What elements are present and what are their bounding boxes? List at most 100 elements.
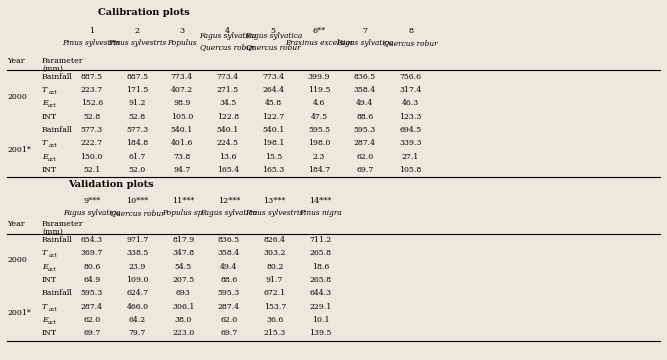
Text: 826.4: 826.4 [263,236,285,244]
Text: Fagus sylvatica: Fagus sylvatica [245,32,302,40]
Text: 64.2: 64.2 [129,316,146,324]
Text: 644.3: 644.3 [309,289,331,297]
Text: 122.8: 122.8 [217,113,239,121]
Text: (mm): (mm) [42,65,63,73]
Text: 80.6: 80.6 [83,263,100,271]
Text: 694.5: 694.5 [400,126,422,134]
Text: T: T [42,249,47,257]
Text: 184.7: 184.7 [308,166,330,174]
Text: Fagus sylvatica: Fagus sylvatica [336,40,394,48]
Text: 624.7: 624.7 [127,289,148,297]
Text: 13.6: 13.6 [219,153,236,161]
Text: act: act [48,267,57,272]
Text: 9***: 9*** [83,197,100,206]
Text: Fraxinus excelsior: Fraxinus excelsior [285,40,354,48]
Text: 401.6: 401.6 [171,139,193,147]
Text: 207.5: 207.5 [172,276,194,284]
Text: Parameter: Parameter [42,220,83,228]
Text: 773.4: 773.4 [217,73,239,81]
Text: 49.4: 49.4 [356,99,374,107]
Text: act: act [49,306,58,311]
Text: 69.7: 69.7 [83,329,100,337]
Text: 303.2: 303.2 [263,249,286,257]
Text: 369.7: 369.7 [81,249,103,257]
Text: 271.5: 271.5 [217,86,239,94]
Text: 577.3: 577.3 [81,126,103,134]
Text: 105.8: 105.8 [400,166,422,174]
Text: 407.2: 407.2 [171,86,193,94]
Text: 79.7: 79.7 [129,329,146,337]
Text: Rainfall: Rainfall [42,73,73,81]
Text: 52.1: 52.1 [83,166,100,174]
Text: 105.0: 105.0 [171,113,193,121]
Text: 2000: 2000 [7,256,27,264]
Text: 153.7: 153.7 [263,302,285,311]
Text: 773.4: 773.4 [262,73,284,81]
Text: 265.8: 265.8 [309,249,331,257]
Text: 152.6: 152.6 [81,99,103,107]
Text: 3: 3 [179,27,184,35]
Text: 38.0: 38.0 [175,316,192,324]
Text: T: T [42,139,47,147]
Text: 61.7: 61.7 [129,153,146,161]
Text: Quercus robur: Quercus robur [200,43,255,51]
Text: 150.0: 150.0 [81,153,103,161]
Text: 347.8: 347.8 [172,249,194,257]
Text: 52.0: 52.0 [129,166,146,174]
Text: 223.0: 223.0 [172,329,194,337]
Text: 595.3: 595.3 [354,126,376,134]
Text: E: E [42,316,47,324]
Text: 54.5: 54.5 [175,263,191,271]
Text: 339.3: 339.3 [400,139,422,147]
Text: 8: 8 [408,27,413,35]
Text: Rainfall: Rainfall [42,126,73,134]
Text: 69.7: 69.7 [220,329,237,337]
Text: 540.1: 540.1 [262,126,285,134]
Text: Pinus sylvestris: Pinus sylvestris [245,209,303,217]
Text: 46.3: 46.3 [402,99,420,107]
Text: 52.8: 52.8 [83,113,100,121]
Text: Fagus sylvatica: Fagus sylvatica [200,209,257,217]
Text: 264.4: 264.4 [262,86,284,94]
Text: 887.5: 887.5 [81,73,103,81]
Text: T: T [42,86,47,94]
Text: 4: 4 [225,27,230,35]
Text: 88.6: 88.6 [220,276,237,284]
Text: 358.4: 358.4 [354,86,376,94]
Text: 36.6: 36.6 [266,316,283,324]
Text: Validation plots: Validation plots [69,180,154,189]
Text: 540.1: 540.1 [171,126,193,134]
Text: 540.1: 540.1 [217,126,239,134]
Text: 595.3: 595.3 [81,289,103,297]
Text: 27.1: 27.1 [402,153,420,161]
Text: 2001*: 2001* [7,146,31,154]
Text: 756.6: 756.6 [400,73,422,81]
Text: 1: 1 [89,27,94,35]
Text: 109.0: 109.0 [126,276,149,284]
Text: 224.5: 224.5 [217,139,239,147]
Text: 14***: 14*** [309,197,331,206]
Text: 91.2: 91.2 [129,99,146,107]
Text: 94.7: 94.7 [173,166,191,174]
Text: Fagus sylvatica: Fagus sylvatica [199,32,256,40]
Text: 773.4: 773.4 [171,73,193,81]
Text: 10***: 10*** [126,197,149,206]
Text: 2001*: 2001* [7,309,31,317]
Text: Rainfall: Rainfall [42,289,73,297]
Text: Rainfall: Rainfall [42,236,73,244]
Text: 654.3: 654.3 [81,236,103,244]
Text: 6**: 6** [313,27,325,35]
Text: E: E [42,153,47,161]
Text: 123.3: 123.3 [400,113,422,121]
Text: 73.8: 73.8 [173,153,191,161]
Text: 2.3: 2.3 [313,153,325,161]
Text: 122.7: 122.7 [262,113,284,121]
Text: 62.0: 62.0 [220,316,237,324]
Text: 222.7: 222.7 [81,139,103,147]
Text: Quercus robur: Quercus robur [384,40,438,48]
Text: 4.6: 4.6 [313,99,325,107]
Text: 80.2: 80.2 [266,263,283,271]
Text: INT: INT [42,329,57,337]
Text: 836.5: 836.5 [218,236,240,244]
Text: 358.4: 358.4 [218,249,240,257]
